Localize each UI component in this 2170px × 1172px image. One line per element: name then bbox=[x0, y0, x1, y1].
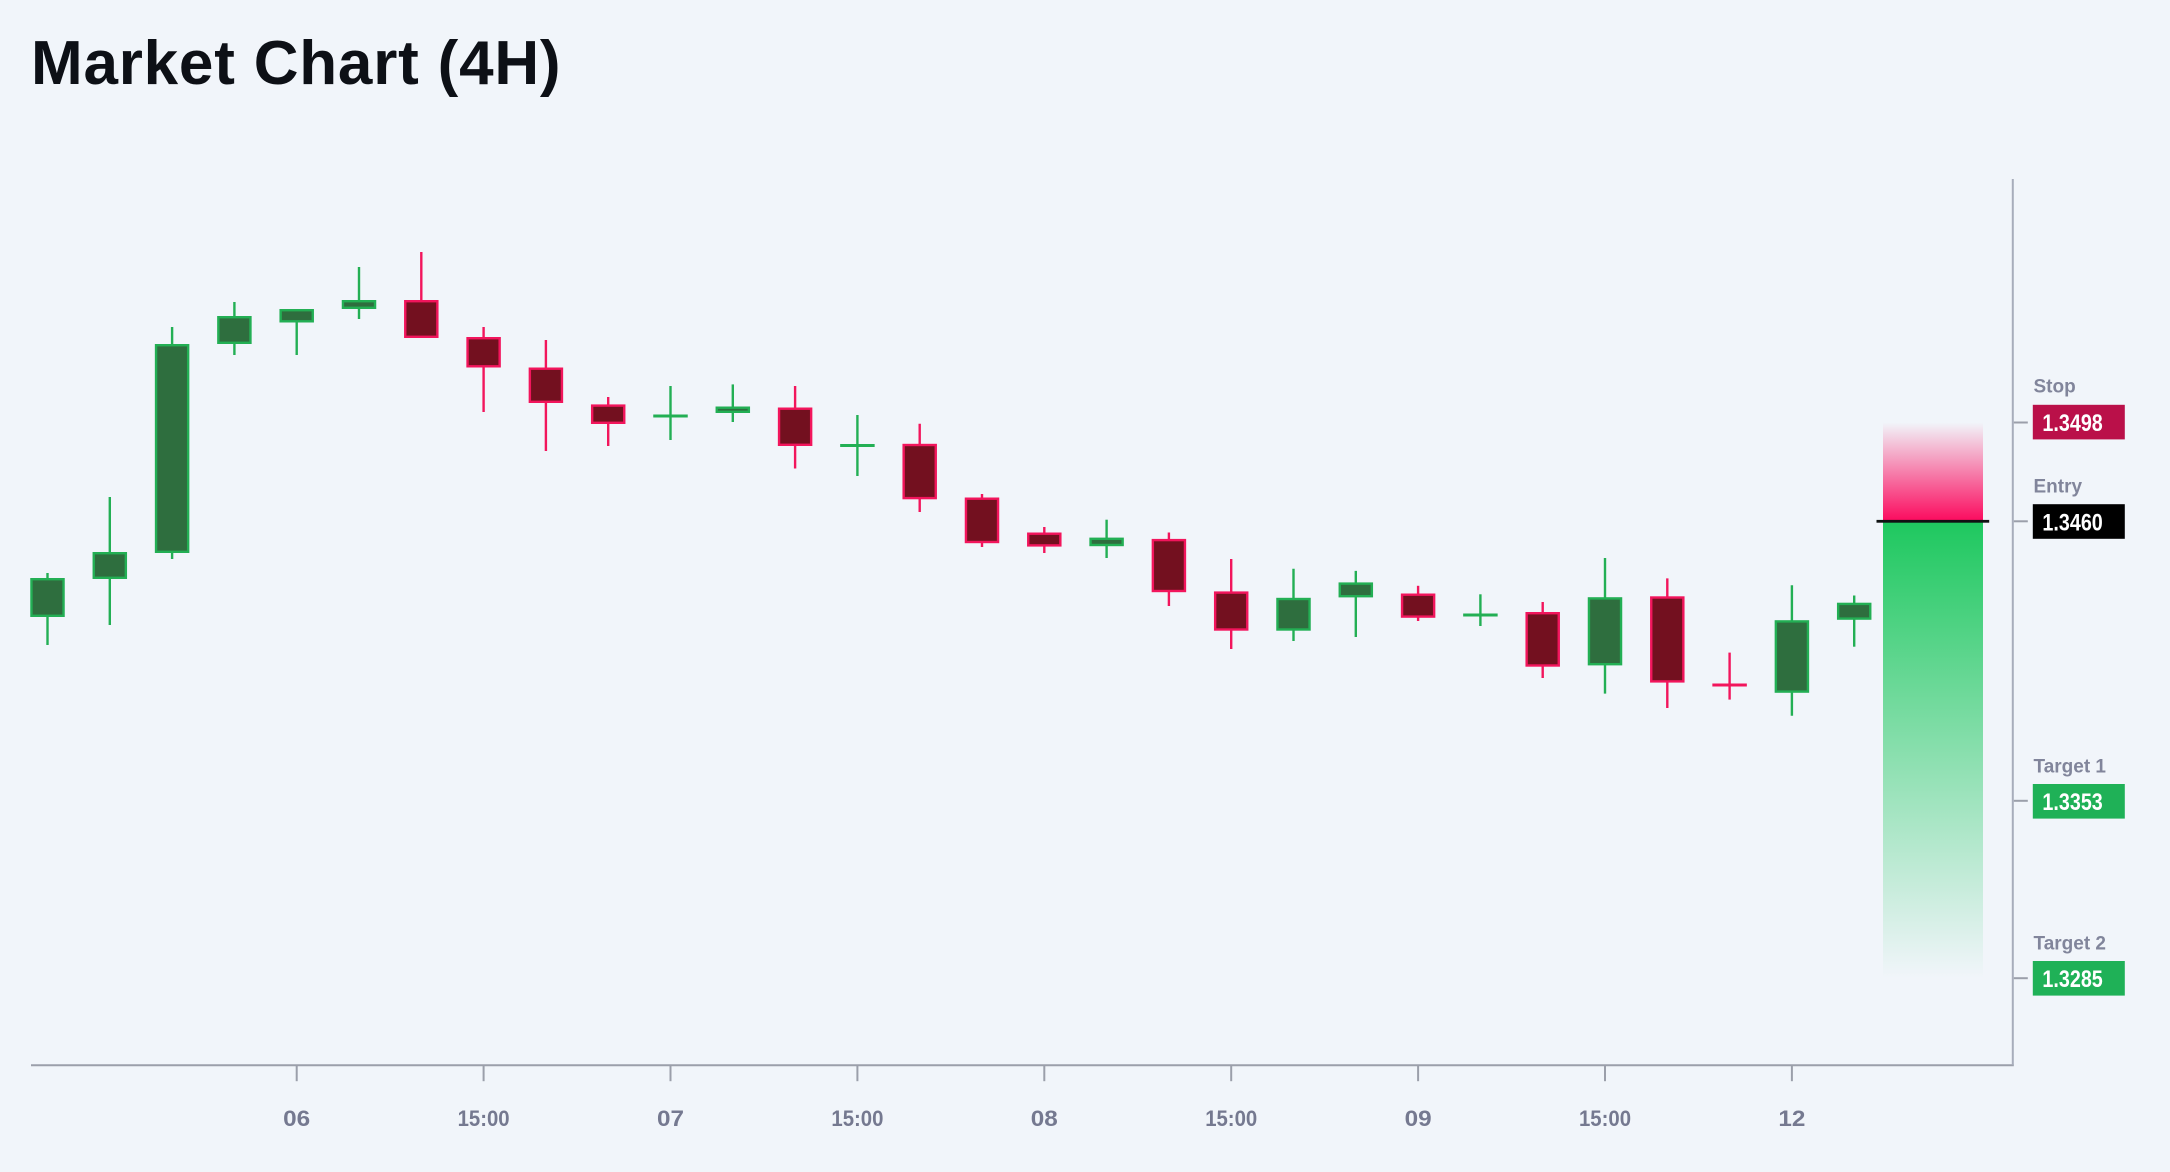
svg-text:15:00: 15:00 bbox=[831, 1106, 883, 1131]
svg-text:15:00: 15:00 bbox=[458, 1106, 510, 1131]
svg-text:06: 06 bbox=[283, 1106, 310, 1131]
svg-text:15:00: 15:00 bbox=[1205, 1106, 1257, 1131]
svg-text:1.3353: 1.3353 bbox=[2042, 788, 2102, 815]
svg-text:Stop: Stop bbox=[2034, 377, 2076, 398]
svg-text:Entry: Entry bbox=[2034, 477, 2083, 498]
svg-text:1.3285: 1.3285 bbox=[2042, 965, 2102, 992]
svg-text:15:00: 15:00 bbox=[1579, 1106, 1631, 1131]
svg-text:Target 2: Target 2 bbox=[2034, 934, 2107, 955]
svg-text:1.3498: 1.3498 bbox=[2042, 409, 2102, 436]
svg-text:12: 12 bbox=[1778, 1106, 1805, 1131]
svg-text:09: 09 bbox=[1405, 1106, 1432, 1131]
svg-text:Target 1: Target 1 bbox=[2034, 756, 2107, 777]
svg-text:07: 07 bbox=[657, 1106, 684, 1131]
svg-text:1.3460: 1.3460 bbox=[2042, 508, 2102, 535]
svg-text:08: 08 bbox=[1031, 1106, 1058, 1131]
